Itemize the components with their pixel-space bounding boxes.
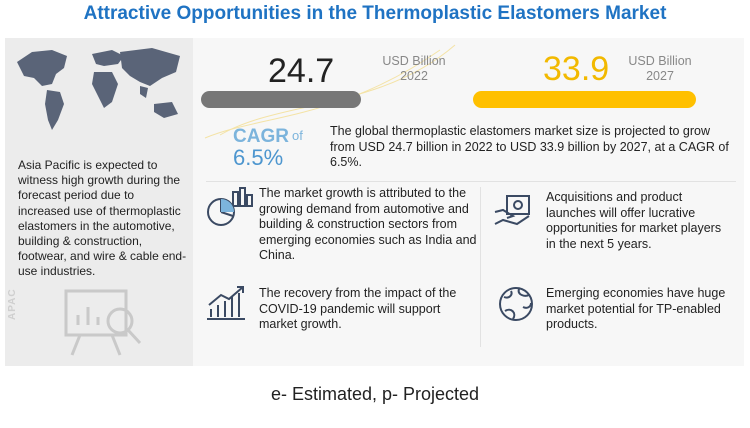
- world-map-icon: [17, 48, 180, 130]
- market-summary: The global thermoplastic elastomers mark…: [330, 124, 729, 169]
- point-acquisitions: Acquisitions and product launches will o…: [546, 190, 722, 251]
- point-demand: The market growth is attributed to the g…: [259, 186, 477, 262]
- cagr-of-label: of: [292, 128, 303, 143]
- year-2027: 2027: [646, 69, 674, 83]
- unit-label-2027: USD Billion: [628, 54, 692, 68]
- money-icon: [494, 195, 530, 226]
- analysis-board-icon: [64, 289, 142, 356]
- point-emerging-economies: Emerging economies have huge market pote…: [546, 286, 726, 331]
- page-title: Attractive Opportunities in the Thermopl…: [83, 3, 667, 24]
- growth-chart-icon: [207, 286, 245, 320]
- unit-label-2022: USD Billion: [382, 54, 446, 68]
- bar-2022: [201, 91, 361, 108]
- year-2022: 2022: [400, 69, 428, 83]
- bar-2027: [473, 91, 696, 108]
- footnote: e- Estimated, p- Projected: [270, 384, 480, 404]
- column-divider: [480, 187, 481, 347]
- apac-description: Asia Pacific is expected to witness high…: [18, 158, 187, 279]
- apac-label: APAC: [7, 288, 18, 320]
- pie-chart-icon: [207, 187, 253, 226]
- cagr-label: CAGR: [233, 126, 289, 147]
- cagr-value: 6.5%: [233, 145, 284, 170]
- globe-icon: [499, 287, 533, 321]
- value-2022: 24.7: [268, 52, 335, 90]
- point-recovery: The recovery from the impact of the COVI…: [259, 286, 457, 331]
- divider: [206, 181, 736, 182]
- unit-2027: USD Billion 2027: [620, 54, 700, 84]
- value-2027: 33.9: [543, 50, 610, 88]
- unit-2022: USD Billion 2022: [374, 54, 454, 84]
